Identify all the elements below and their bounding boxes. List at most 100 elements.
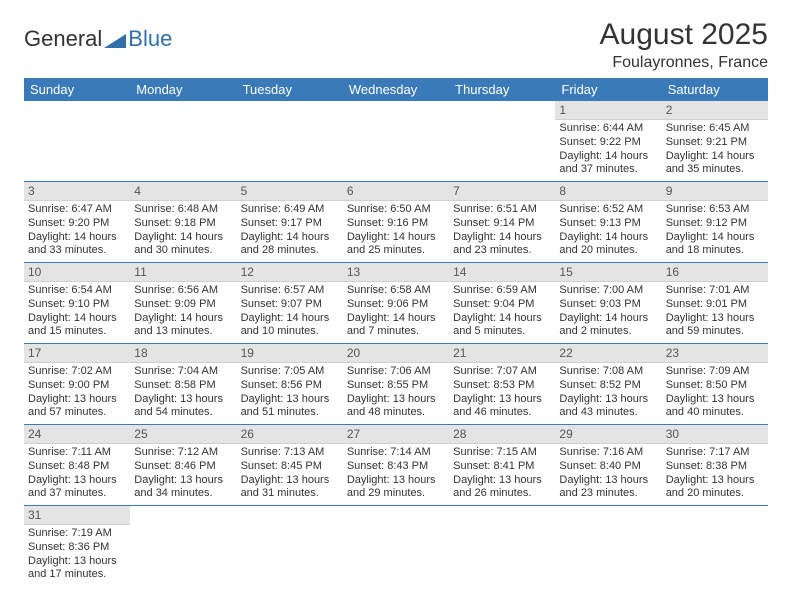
weekday-header: Saturday [662, 78, 768, 101]
calendar-cell [662, 506, 768, 587]
calendar-week: 3Sunrise: 6:47 AMSunset: 9:20 PMDaylight… [24, 182, 768, 263]
day-number: 8 [555, 182, 661, 201]
day-number: 20 [343, 344, 449, 363]
day-number: 12 [237, 263, 343, 282]
sail-icon [104, 28, 126, 46]
day-number: 31 [24, 506, 130, 525]
day-number: 11 [130, 263, 236, 282]
calendar-week: 17Sunrise: 7:02 AMSunset: 9:00 PMDayligh… [24, 344, 768, 425]
day-details: Sunrise: 7:06 AMSunset: 8:55 PMDaylight:… [343, 363, 449, 424]
calendar-cell: 29Sunrise: 7:16 AMSunset: 8:40 PMDayligh… [555, 425, 661, 506]
day-number: 26 [237, 425, 343, 444]
calendar-cell: 27Sunrise: 7:14 AMSunset: 8:43 PMDayligh… [343, 425, 449, 506]
day-number: 27 [343, 425, 449, 444]
calendar-table: SundayMondayTuesdayWednesdayThursdayFrid… [24, 78, 768, 586]
day-number: 1 [555, 101, 661, 120]
calendar-cell: 14Sunrise: 6:59 AMSunset: 9:04 PMDayligh… [449, 263, 555, 344]
day-details: Sunrise: 6:53 AMSunset: 9:12 PMDaylight:… [662, 201, 768, 262]
day-number: 18 [130, 344, 236, 363]
calendar-cell: 31Sunrise: 7:19 AMSunset: 8:36 PMDayligh… [24, 506, 130, 587]
page: General Blue August 2025 Foulayronnes, F… [0, 0, 792, 604]
logo-word1: General [24, 26, 102, 52]
day-details: Sunrise: 6:50 AMSunset: 9:16 PMDaylight:… [343, 201, 449, 262]
day-details: Sunrise: 7:16 AMSunset: 8:40 PMDaylight:… [555, 444, 661, 505]
calendar-cell: 28Sunrise: 7:15 AMSunset: 8:41 PMDayligh… [449, 425, 555, 506]
day-details: Sunrise: 6:57 AMSunset: 9:07 PMDaylight:… [237, 282, 343, 343]
day-number: 28 [449, 425, 555, 444]
calendar-cell: 16Sunrise: 7:01 AMSunset: 9:01 PMDayligh… [662, 263, 768, 344]
calendar-cell: 22Sunrise: 7:08 AMSunset: 8:52 PMDayligh… [555, 344, 661, 425]
weekday-header: Friday [555, 78, 661, 101]
calendar-week: 24Sunrise: 7:11 AMSunset: 8:48 PMDayligh… [24, 425, 768, 506]
calendar-cell [343, 101, 449, 182]
calendar-body: 1Sunrise: 6:44 AMSunset: 9:22 PMDaylight… [24, 101, 768, 586]
day-number: 23 [662, 344, 768, 363]
day-number: 24 [24, 425, 130, 444]
day-details: Sunrise: 6:47 AMSunset: 9:20 PMDaylight:… [24, 201, 130, 262]
day-number: 15 [555, 263, 661, 282]
day-details: Sunrise: 7:04 AMSunset: 8:58 PMDaylight:… [130, 363, 236, 424]
calendar-cell: 13Sunrise: 6:58 AMSunset: 9:06 PMDayligh… [343, 263, 449, 344]
logo-word2: Blue [128, 26, 172, 52]
day-details: Sunrise: 7:02 AMSunset: 9:00 PMDaylight:… [24, 363, 130, 424]
weekday-header: Wednesday [343, 78, 449, 101]
calendar-cell: 8Sunrise: 6:52 AMSunset: 9:13 PMDaylight… [555, 182, 661, 263]
day-details: Sunrise: 7:05 AMSunset: 8:56 PMDaylight:… [237, 363, 343, 424]
weekday-header: Tuesday [237, 78, 343, 101]
day-details: Sunrise: 6:45 AMSunset: 9:21 PMDaylight:… [662, 120, 768, 181]
day-details: Sunrise: 7:15 AMSunset: 8:41 PMDaylight:… [449, 444, 555, 505]
calendar-cell: 11Sunrise: 6:56 AMSunset: 9:09 PMDayligh… [130, 263, 236, 344]
day-details: Sunrise: 7:08 AMSunset: 8:52 PMDaylight:… [555, 363, 661, 424]
header-row: General Blue August 2025 Foulayronnes, F… [24, 18, 768, 72]
title-block: August 2025 Foulayronnes, France [600, 18, 768, 72]
calendar-week: 10Sunrise: 6:54 AMSunset: 9:10 PMDayligh… [24, 263, 768, 344]
calendar-cell: 15Sunrise: 7:00 AMSunset: 9:03 PMDayligh… [555, 263, 661, 344]
day-details: Sunrise: 7:00 AMSunset: 9:03 PMDaylight:… [555, 282, 661, 343]
calendar-cell [343, 506, 449, 587]
day-details: Sunrise: 6:54 AMSunset: 9:10 PMDaylight:… [24, 282, 130, 343]
calendar-week: 1Sunrise: 6:44 AMSunset: 9:22 PMDaylight… [24, 101, 768, 182]
calendar-cell: 5Sunrise: 6:49 AMSunset: 9:17 PMDaylight… [237, 182, 343, 263]
calendar-cell: 24Sunrise: 7:11 AMSunset: 8:48 PMDayligh… [24, 425, 130, 506]
day-details: Sunrise: 7:14 AMSunset: 8:43 PMDaylight:… [343, 444, 449, 505]
calendar-cell: 19Sunrise: 7:05 AMSunset: 8:56 PMDayligh… [237, 344, 343, 425]
day-details: Sunrise: 6:49 AMSunset: 9:17 PMDaylight:… [237, 201, 343, 262]
day-details: Sunrise: 7:19 AMSunset: 8:36 PMDaylight:… [24, 525, 130, 586]
calendar-cell: 10Sunrise: 6:54 AMSunset: 9:10 PMDayligh… [24, 263, 130, 344]
day-details: Sunrise: 6:59 AMSunset: 9:04 PMDaylight:… [449, 282, 555, 343]
day-details: Sunrise: 7:17 AMSunset: 8:38 PMDaylight:… [662, 444, 768, 505]
day-number: 19 [237, 344, 343, 363]
day-number: 30 [662, 425, 768, 444]
calendar-cell [449, 506, 555, 587]
calendar-cell: 6Sunrise: 6:50 AMSunset: 9:16 PMDaylight… [343, 182, 449, 263]
day-number: 10 [24, 263, 130, 282]
day-number: 7 [449, 182, 555, 201]
day-number: 14 [449, 263, 555, 282]
calendar-cell: 18Sunrise: 7:04 AMSunset: 8:58 PMDayligh… [130, 344, 236, 425]
day-number: 2 [662, 101, 768, 120]
day-details: Sunrise: 7:07 AMSunset: 8:53 PMDaylight:… [449, 363, 555, 424]
day-details: Sunrise: 6:48 AMSunset: 9:18 PMDaylight:… [130, 201, 236, 262]
weekday-header: Monday [130, 78, 236, 101]
day-number: 16 [662, 263, 768, 282]
calendar-week: 31Sunrise: 7:19 AMSunset: 8:36 PMDayligh… [24, 506, 768, 587]
page-title: August 2025 [600, 18, 768, 52]
calendar-cell [130, 101, 236, 182]
calendar-cell [24, 101, 130, 182]
day-details: Sunrise: 6:56 AMSunset: 9:09 PMDaylight:… [130, 282, 236, 343]
day-number: 4 [130, 182, 236, 201]
weekday-header: Thursday [449, 78, 555, 101]
day-number: 22 [555, 344, 661, 363]
day-details: Sunrise: 6:51 AMSunset: 9:14 PMDaylight:… [449, 201, 555, 262]
day-number: 17 [24, 344, 130, 363]
calendar-header: SundayMondayTuesdayWednesdayThursdayFrid… [24, 78, 768, 101]
calendar-cell: 26Sunrise: 7:13 AMSunset: 8:45 PMDayligh… [237, 425, 343, 506]
calendar-cell [449, 101, 555, 182]
calendar-cell: 7Sunrise: 6:51 AMSunset: 9:14 PMDaylight… [449, 182, 555, 263]
calendar-cell: 20Sunrise: 7:06 AMSunset: 8:55 PMDayligh… [343, 344, 449, 425]
day-number: 5 [237, 182, 343, 201]
day-details: Sunrise: 7:13 AMSunset: 8:45 PMDaylight:… [237, 444, 343, 505]
calendar-cell: 9Sunrise: 6:53 AMSunset: 9:12 PMDaylight… [662, 182, 768, 263]
logo: General Blue [24, 18, 172, 52]
calendar-cell [130, 506, 236, 587]
